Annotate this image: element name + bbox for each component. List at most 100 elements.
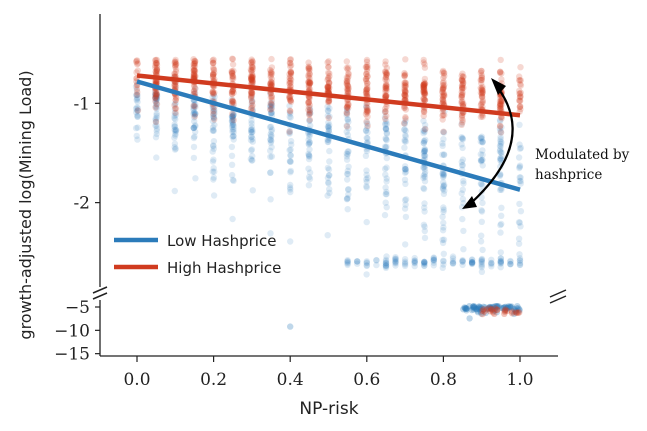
scatter-point-low [401, 126, 408, 133]
scatter-point-low [421, 173, 429, 181]
scatter-point-low [230, 112, 237, 119]
scatter-point-low [229, 113, 236, 120]
scatter-point-low [210, 142, 217, 149]
scatter-point-low [326, 158, 333, 165]
scatter-point-low [488, 305, 495, 312]
scatter-point-high [440, 90, 448, 97]
scatter-point-low [344, 258, 351, 265]
scatter-point-low [344, 167, 351, 174]
scatter-point-low [172, 130, 179, 138]
y-axis-label: growth-adjusted log(Mining Load) [16, 70, 35, 339]
scatter-point-high [190, 102, 197, 110]
scatter-point-low [230, 123, 237, 130]
scatter-point-high [152, 68, 159, 76]
scatter-point-low [287, 181, 294, 189]
scatter-point-high [211, 116, 218, 123]
scatter-point-low [420, 185, 428, 193]
scatter-point-low [479, 147, 486, 154]
scatter-point-low [363, 147, 371, 155]
scatter-point-low [152, 118, 160, 126]
scatter-point-low [286, 109, 293, 116]
scatter-point-high [517, 93, 524, 100]
scatter-point-low [478, 261, 485, 268]
scatter-point-low [470, 302, 478, 310]
scatter-point-low [267, 90, 274, 98]
scatter-point-high [209, 71, 217, 78]
scatter-point-low [440, 172, 447, 180]
scatter-point-low [267, 99, 274, 106]
scatter-point-high [479, 87, 486, 95]
scatter-point-high [497, 94, 504, 102]
scatter-point-low [373, 261, 380, 269]
scatter-point-high [191, 90, 198, 97]
scatter-point-low [343, 106, 351, 113]
scatter-point-high [345, 73, 352, 80]
scatter-point-low [326, 172, 333, 179]
scatter-point-low [171, 140, 179, 147]
scatter-point-high [248, 70, 256, 77]
scatter-point-high [496, 105, 504, 112]
scatter-point-low [421, 262, 428, 269]
scatter-point-low [439, 171, 447, 178]
scatter-point-low [152, 91, 159, 98]
scatter-point-high [305, 84, 313, 91]
scatter-point-low [382, 120, 389, 127]
scatter-point-high [459, 101, 466, 108]
scatter-point-high [460, 73, 467, 80]
scatter-point-high [248, 90, 256, 97]
scatter-point-high [210, 56, 217, 63]
scatter-point-low [497, 157, 504, 164]
scatter-point-low [210, 115, 218, 122]
scatter-point-low [363, 134, 370, 142]
scatter-point-low [490, 305, 497, 313]
scatter-point-high [228, 90, 236, 97]
scatter-point-low [228, 161, 236, 168]
scatter-point-high [363, 70, 370, 78]
scatter-point-high [441, 72, 448, 80]
scatter-point-high [421, 83, 428, 91]
scatter-point-low [248, 133, 255, 140]
scatter-point-high [479, 87, 486, 94]
scatter-low-hashprice [132, 74, 525, 278]
scatter-point-high [479, 93, 486, 101]
scatter-point-high [325, 79, 333, 86]
scatter-point-high [325, 79, 333, 86]
scatter-point-low [382, 262, 390, 269]
scatter-point-low [440, 179, 447, 186]
scatter-point-high [498, 76, 505, 83]
scatter-point-high [458, 98, 465, 105]
scatter-point-high [324, 84, 331, 91]
scatter-point-low [324, 138, 331, 146]
scatter-point-high [364, 109, 371, 116]
scatter-point-high [267, 73, 274, 81]
scatter-point-low [440, 151, 448, 159]
scatter-point-high [134, 67, 141, 74]
scatter-point-high [401, 71, 409, 78]
scatter-point-low [517, 174, 524, 181]
scatter-point-high [420, 88, 427, 95]
scatter-point-high [191, 74, 199, 81]
scatter-point-high [420, 90, 428, 97]
scatter-point-low [490, 303, 497, 311]
scatter-point-low [210, 145, 217, 152]
scatter-point-low [430, 256, 437, 263]
scatter-point-high [516, 73, 523, 80]
scatter-point-low [153, 91, 161, 98]
scatter-point-high [401, 104, 408, 111]
scatter-point-low [248, 123, 255, 130]
scatter-point-high [362, 76, 370, 83]
scatter-point-low [288, 141, 295, 148]
scatter-point-low [459, 258, 466, 265]
scatter-point-high [228, 68, 235, 75]
scatter-point-high [421, 96, 429, 104]
scatter-point-low [421, 152, 428, 159]
scatter-point-low [267, 109, 275, 117]
scatter-point-high [305, 99, 312, 106]
scatter-point-low [498, 204, 505, 211]
scatter-point-high [248, 77, 256, 84]
scatter-point-high [152, 62, 159, 69]
scatter-point-low [420, 164, 428, 171]
scatter-point-high [229, 56, 236, 63]
scatter-point-low [363, 259, 370, 266]
scatter-point-high [306, 108, 313, 116]
